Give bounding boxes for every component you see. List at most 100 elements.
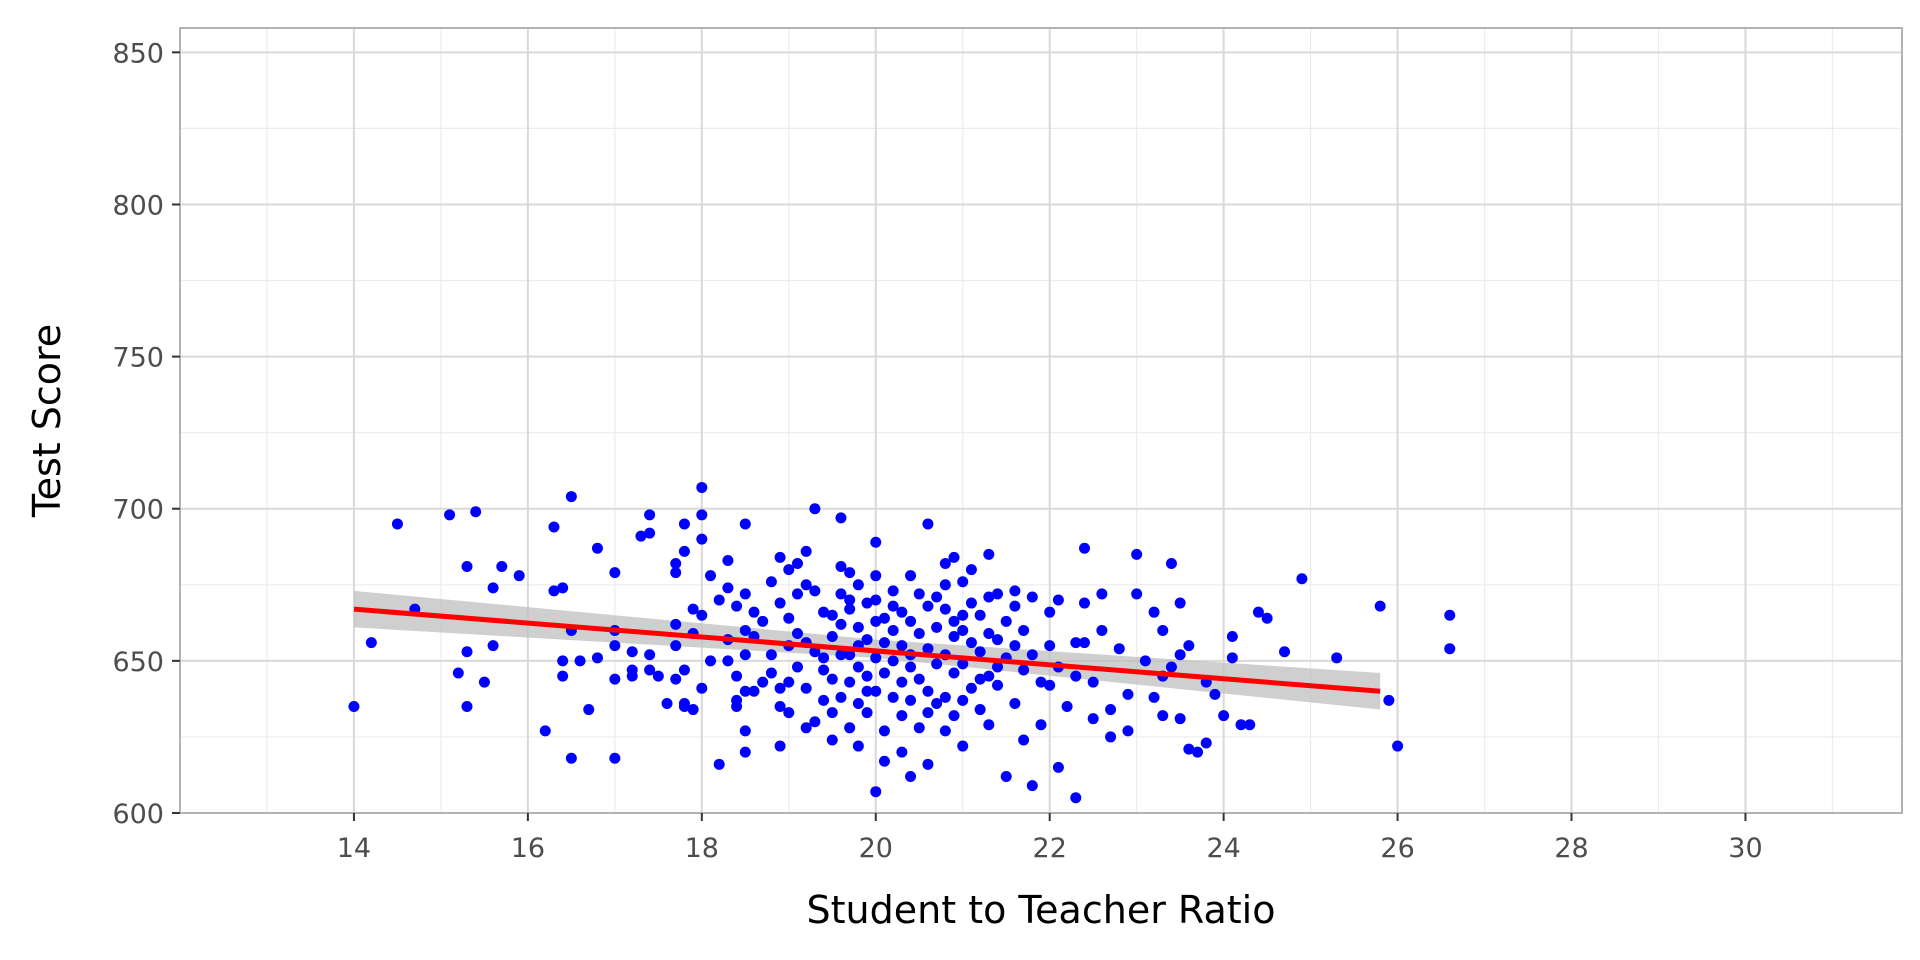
data-point [461, 561, 473, 573]
data-point [826, 707, 838, 719]
data-point [705, 570, 717, 582]
data-point [487, 582, 499, 594]
data-point [661, 697, 673, 709]
data-point [878, 637, 890, 649]
data-point [1070, 670, 1082, 682]
data-point [826, 631, 838, 643]
data-point [896, 640, 908, 652]
data-point [626, 670, 638, 682]
x-tick-label: 20 [859, 833, 893, 864]
data-point [965, 597, 977, 609]
data-point [922, 707, 934, 719]
data-point [670, 673, 682, 685]
data-point [765, 649, 777, 661]
data-point [818, 664, 830, 676]
data-point [965, 682, 977, 694]
data-point [835, 561, 847, 573]
data-point [470, 506, 482, 518]
data-point [1157, 710, 1169, 722]
data-point [1235, 719, 1247, 731]
data-point [774, 740, 786, 752]
data-point [992, 634, 1004, 646]
data-point [852, 740, 864, 752]
data-point [444, 509, 456, 521]
data-point [391, 518, 403, 530]
data-point [826, 673, 838, 685]
data-point [957, 740, 969, 752]
x-tick-label: 16 [511, 833, 545, 864]
data-point [1035, 719, 1047, 731]
data-point [887, 585, 899, 597]
data-point [1209, 688, 1221, 700]
data-point [513, 570, 525, 582]
x-tick-label: 14 [337, 833, 371, 864]
data-point [774, 597, 786, 609]
data-point [635, 530, 647, 542]
data-point [791, 588, 803, 600]
data-point [678, 545, 690, 557]
data-point [861, 685, 873, 697]
data-point [948, 615, 960, 627]
data-point [835, 649, 847, 661]
data-point [1192, 746, 1204, 758]
data-point [992, 661, 1004, 673]
data-point [939, 725, 951, 737]
data-point [1296, 573, 1308, 585]
data-point [722, 554, 734, 566]
data-point [548, 585, 560, 597]
data-point [861, 707, 873, 719]
data-point [739, 518, 751, 530]
data-point [1026, 591, 1038, 603]
data-point [939, 603, 951, 615]
data-point [696, 609, 708, 621]
data-point [722, 655, 734, 667]
data-point [1018, 664, 1030, 676]
data-point [844, 676, 856, 688]
data-point [1044, 679, 1056, 691]
data-point [705, 655, 717, 667]
data-point [748, 606, 760, 618]
data-point [948, 551, 960, 563]
data-point [739, 588, 751, 600]
data-point [852, 621, 864, 633]
data-point [983, 591, 995, 603]
data-point [1122, 725, 1134, 737]
data-point [1174, 649, 1186, 661]
data-point [791, 558, 803, 570]
data-point [1113, 643, 1125, 655]
data-point [565, 752, 577, 764]
data-point [1009, 600, 1021, 612]
data-point [861, 634, 873, 646]
data-point [1218, 710, 1230, 722]
data-point [1200, 737, 1212, 749]
data-point [800, 722, 812, 734]
data-point [557, 582, 569, 594]
data-point [565, 491, 577, 503]
data-point [478, 676, 490, 688]
data-point [1087, 676, 1099, 688]
data-point [887, 600, 899, 612]
x-tick-label: 18 [685, 833, 719, 864]
data-point [1392, 740, 1404, 752]
data-point [1148, 606, 1160, 618]
data-point [713, 758, 725, 770]
data-point [974, 646, 986, 658]
x-tick-label: 30 [1728, 833, 1762, 864]
data-point [461, 701, 473, 713]
data-point [731, 701, 743, 713]
data-point [591, 542, 603, 554]
data-point [1122, 688, 1134, 700]
data-point [774, 551, 786, 563]
data-point [922, 685, 934, 697]
data-point [1009, 585, 1021, 597]
data-point [957, 694, 969, 706]
data-point [852, 661, 864, 673]
data-point [644, 509, 656, 521]
data-point [678, 701, 690, 713]
data-point [887, 624, 899, 636]
data-point [1374, 600, 1386, 612]
data-point [1131, 588, 1143, 600]
data-point [1096, 624, 1108, 636]
data-point [957, 609, 969, 621]
y-tick-label: 650 [112, 647, 164, 678]
